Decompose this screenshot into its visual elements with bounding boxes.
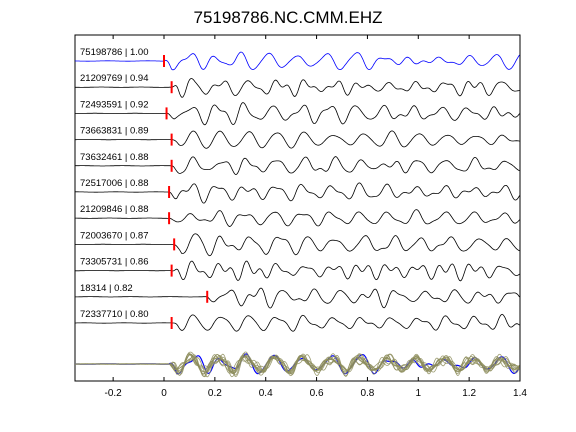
trace-line [75,313,520,332]
trace-line [74,51,520,71]
trace-line [75,209,520,227]
x-tick-label: 0.6 [310,388,324,399]
trace-label-group: 75198786 | 1.00 21209769 | 0.94 72493591 |… [80,47,149,320]
trace-line [75,102,520,126]
trace-line [75,287,520,309]
overlay-trace [74,353,520,374]
trace-label: 21209846 | 0.88 [80,204,149,215]
x-tick-label: -0.2 [105,388,123,399]
chart-title: 75198786.NC.CMM.EHZ [193,8,383,27]
trace-label: 72003670 | 0.87 [80,230,149,241]
trace-line [75,78,520,98]
trace-label: 73632461 | 0.88 [80,152,149,163]
trace-group [74,51,520,332]
trace-line [74,233,520,257]
trace-label: 18314 | 0.82 [80,283,133,294]
x-tick-label: 0.2 [208,388,222,399]
x-axis: -0.2 0 0.2 0.4 0.6 0.8 1 1.2 1.4 [105,35,527,399]
x-tick-label: 0.4 [259,388,273,399]
x-tick-label: 1.4 [513,388,527,399]
trace-label: 21209769 | 0.94 [80,73,149,84]
trace-line [75,260,520,282]
trace-label: 72493591 | 0.92 [80,99,149,110]
x-tick-label: 0.8 [360,388,374,399]
pick-group [163,55,209,329]
trace-line [75,182,520,204]
stack-overlay-group [74,351,521,378]
x-tick-label: 1.2 [462,388,476,399]
trace-label: 73663831 | 0.89 [80,126,149,137]
plot-frame [74,34,521,382]
trace-label: 73305731 | 0.86 [80,257,149,268]
x-tick-label: 1 [416,388,422,399]
trace-label: 72337710 | 0.80 [80,309,149,320]
x-tick-label: 0 [161,388,167,399]
trace-line [75,130,520,149]
trace-label: 75198786 | 1.00 [80,47,149,58]
trace-label: 72517006 | 0.88 [80,178,149,189]
trace-line [75,156,520,176]
